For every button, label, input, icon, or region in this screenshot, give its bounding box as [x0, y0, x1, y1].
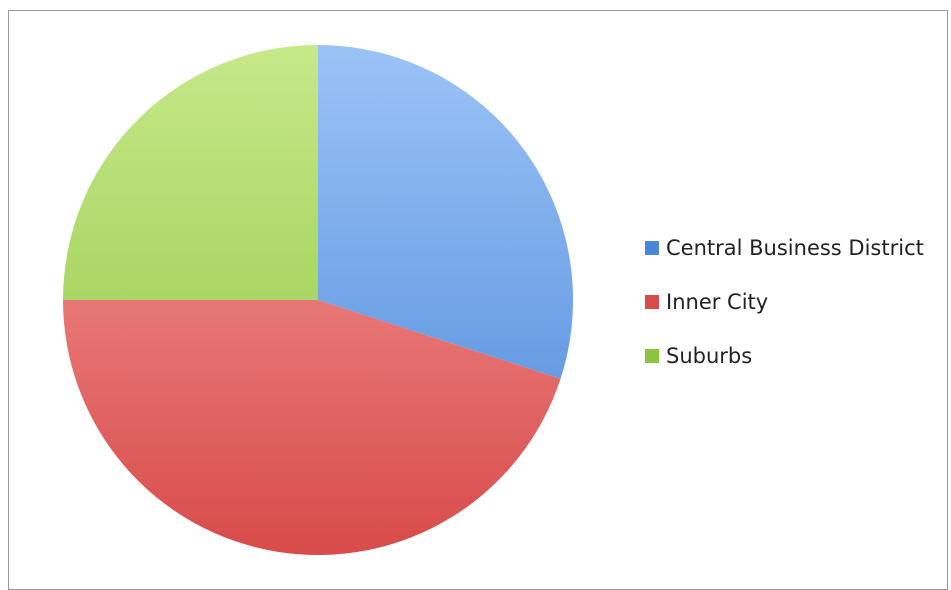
legend: Central Business District Inner City Subur… — [645, 236, 924, 368]
pie-slice-central-business-district — [318, 45, 574, 379]
pie-slices — [63, 45, 574, 555]
legend-swatch-inner-city — [645, 295, 659, 309]
legend-swatch-central-business-district — [645, 241, 659, 255]
legend-label-suburbs: Suburbs — [666, 344, 752, 368]
legend-label-inner-city: Inner City — [666, 290, 768, 314]
legend-label-central-business-district: Central Business District — [666, 236, 924, 260]
pie-slice-suburbs — [63, 45, 318, 300]
legend-swatch-suburbs — [645, 349, 659, 363]
pie-slice-inner-city — [63, 300, 561, 555]
